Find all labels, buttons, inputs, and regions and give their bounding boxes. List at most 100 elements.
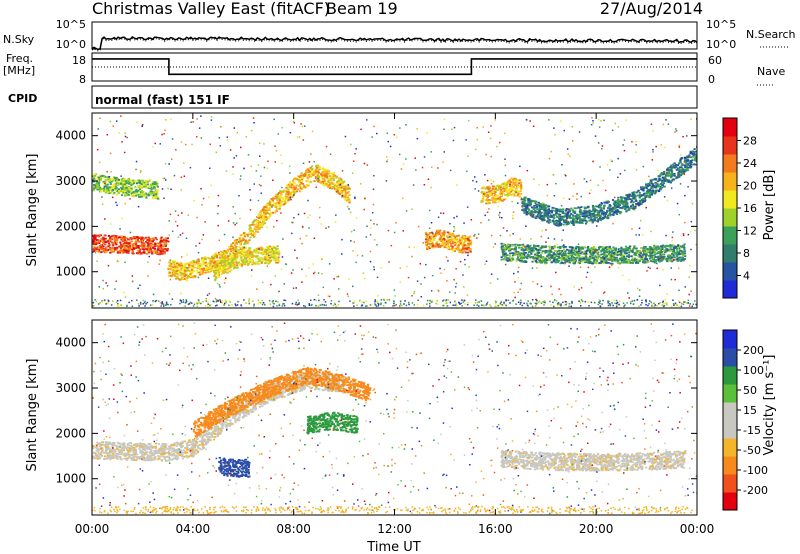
data-cell	[234, 248, 237, 251]
data-cell	[348, 194, 351, 196]
data-cell	[286, 196, 289, 198]
data-cell	[561, 262, 564, 264]
data-cell	[651, 258, 654, 260]
data-cell	[125, 185, 128, 188]
data-cell	[666, 257, 669, 260]
data-cell	[103, 185, 107, 188]
data-cell	[663, 250, 666, 252]
data-cell	[108, 192, 111, 195]
data-cell	[246, 235, 249, 238]
data-cell	[161, 247, 165, 250]
data-cell	[244, 242, 247, 245]
data-cell	[236, 262, 239, 264]
data-cell	[114, 179, 117, 182]
data-cell	[325, 176, 329, 178]
data-cell	[622, 261, 625, 263]
data-cell	[579, 260, 582, 263]
data-cell	[496, 194, 499, 197]
data-cell	[678, 247, 681, 250]
data-cell	[668, 255, 671, 257]
data-cell	[614, 201, 617, 204]
data-cell	[559, 262, 562, 265]
data-cell	[342, 181, 345, 184]
data-cell	[220, 270, 223, 273]
data-cell	[105, 246, 108, 249]
data-cell	[693, 148, 696, 150]
data-cell	[305, 171, 308, 174]
data-cell	[584, 255, 587, 258]
data-cell	[151, 237, 154, 240]
data-cell	[152, 193, 156, 195]
data-cell	[645, 187, 648, 190]
data-cell	[613, 258, 616, 261]
data-cell	[611, 258, 614, 261]
data-cell	[122, 244, 125, 247]
data-cell	[524, 251, 527, 254]
data-cell	[659, 186, 662, 189]
data-cell	[608, 250, 611, 253]
data-cell	[508, 185, 511, 188]
data-cell	[332, 174, 335, 177]
data-cell	[595, 216, 598, 219]
nave-tick-low: 0	[708, 73, 715, 86]
data-cell	[135, 188, 138, 191]
data-cell	[93, 173, 97, 176]
nsky-panel: N.Sky 10^5 10^0 N.Search 10^5 10^0	[3, 18, 796, 52]
data-cell	[492, 191, 495, 193]
data-cell	[202, 271, 205, 274]
data-cell	[535, 260, 538, 262]
data-cell	[647, 182, 650, 185]
data-cell	[112, 183, 115, 186]
data-cell	[553, 258, 556, 261]
data-cell	[125, 249, 128, 252]
data-cell	[272, 197, 276, 200]
data-cell	[606, 258, 609, 260]
data-cell	[280, 203, 283, 206]
data-cell	[272, 245, 275, 248]
data-cell	[335, 189, 338, 192]
data-cell	[275, 205, 278, 208]
data-cell	[116, 237, 119, 240]
data-cell	[97, 182, 100, 185]
data-cell	[128, 242, 131, 245]
data-cell	[160, 245, 163, 248]
data-cell	[501, 199, 504, 202]
data-cell	[293, 186, 296, 189]
data-cell	[151, 252, 154, 255]
data-cell	[579, 252, 582, 255]
data-cell	[512, 179, 515, 181]
data-cell	[146, 179, 149, 182]
data-cell	[121, 178, 124, 181]
data-cell	[655, 260, 658, 262]
data-cell	[336, 185, 339, 187]
data-cell	[272, 246, 275, 249]
data-cell	[188, 264, 191, 266]
data-cell	[468, 240, 471, 243]
data-cell	[486, 196, 489, 198]
data-cell	[519, 259, 522, 262]
data-cell	[196, 269, 199, 272]
data-cell	[654, 251, 657, 253]
data-cell	[235, 239, 238, 241]
data-cell	[683, 250, 686, 252]
data-cell	[606, 247, 609, 250]
data-cell	[106, 249, 109, 251]
data-cell	[98, 242, 101, 244]
data-cell	[531, 199, 534, 202]
data-cell	[484, 192, 487, 195]
data-cell	[107, 235, 110, 237]
cpid-frame	[91, 85, 698, 109]
data-cell	[267, 248, 270, 250]
data-cell	[665, 247, 668, 250]
data-cell	[603, 258, 606, 261]
data-cell	[258, 215, 261, 217]
data-cell	[556, 259, 559, 262]
data-cell	[506, 195, 509, 198]
data-cell	[190, 264, 193, 267]
data-cell	[342, 186, 345, 188]
data-cell	[535, 248, 538, 250]
data-cell	[590, 252, 593, 255]
data-cell	[229, 248, 232, 250]
data-cell	[538, 259, 541, 262]
data-cell	[648, 196, 651, 198]
